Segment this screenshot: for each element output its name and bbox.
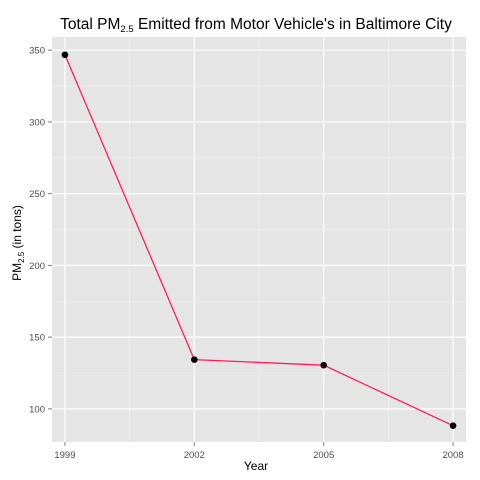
y-tick-label: 200 (29, 261, 45, 272)
y-tick-label: 100 (29, 404, 45, 415)
x-tick-label: 2005 (313, 450, 334, 461)
x-tick-label: 2008 (442, 450, 463, 461)
tick-labels: 1999 2002 2005 2008 100 150 200 250 300 350 (29, 46, 463, 461)
axis-ticks (48, 49, 454, 446)
data-point-2008 (449, 422, 457, 429)
chart-title: Total PM2.5 Emitted from Motor Vehicle's… (60, 16, 452, 35)
x-tick-label: 2002 (184, 450, 205, 461)
x-tick-label: 1999 (54, 450, 75, 461)
y-axis-title: PM2.5 (in tons) (10, 205, 26, 281)
minor-gridlines (52, 37, 466, 442)
y-tick-label: 350 (29, 46, 45, 57)
data-point-2002 (191, 356, 198, 363)
data-point-2005 (320, 361, 327, 369)
y-tick-label: 300 (29, 117, 45, 128)
y-tick-label: 150 (29, 333, 45, 344)
series-group (61, 51, 457, 429)
y-tick-label: 250 (29, 189, 45, 200)
series-line (64, 54, 454, 427)
major-gridlines (52, 37, 466, 442)
x-axis-title: Year (244, 459, 268, 473)
data-point-1999 (61, 51, 69, 59)
